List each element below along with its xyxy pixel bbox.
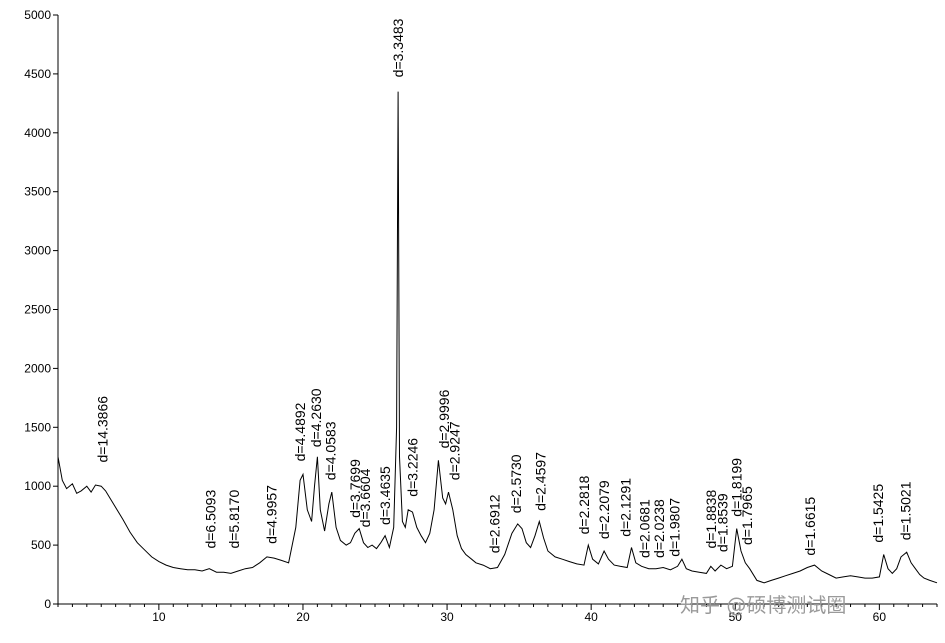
y-axis: 0 500 1000 1500 2000 2500 3000 3500 4000 4500 5000 xyxy=(24,8,58,611)
peak-label: d=4.0583 xyxy=(322,421,338,480)
y-tick-label: 2500 xyxy=(24,303,51,317)
peak-label: d=1.8539 xyxy=(714,493,730,552)
y-tick-label: 500 xyxy=(31,538,51,552)
peak-label: d=2.2079 xyxy=(596,480,612,539)
watermark: 知乎 @硕博测试圈 xyxy=(680,593,846,617)
peak-label: d=2.0681 xyxy=(636,499,652,558)
y-tick-label: 4000 xyxy=(24,126,51,140)
x-tick-label: 50 xyxy=(729,610,743,624)
peak-label: d=5.8170 xyxy=(226,490,242,549)
peak-label: d=2.4597 xyxy=(533,452,549,511)
x-tick-label: 10 xyxy=(152,610,166,624)
y-tick-label: 3000 xyxy=(24,244,51,258)
peak-label: d=3.4635 xyxy=(377,466,393,525)
y-tick-label: 1500 xyxy=(24,420,51,434)
peak-label: d=6.5093 xyxy=(203,490,219,549)
peak-label: d=1.8838 xyxy=(703,490,719,549)
peak-label: d=4.9957 xyxy=(263,485,279,544)
diffraction-pattern-line xyxy=(57,91,938,584)
peak-label: d=1.8199 xyxy=(729,458,745,517)
peak-label: d=14.3866 xyxy=(95,396,111,463)
peak-label: d=1.5425 xyxy=(870,484,886,543)
y-tick-label: 1000 xyxy=(24,479,51,493)
peak-annotations: d=14.3866 d=6.5093 d=5.8170 d=4.9957 d=4.489… xyxy=(95,18,914,558)
peak-label: d=2.9247 xyxy=(446,421,462,480)
y-tick-label: 0 xyxy=(44,597,51,611)
peak-label: d=3.2246 xyxy=(404,438,420,497)
y-tick-label: 2000 xyxy=(24,361,51,375)
peak-label: d=2.1291 xyxy=(618,478,634,537)
peak-label: d=3.7699 xyxy=(347,459,363,518)
y-tick-label: 3500 xyxy=(24,185,51,199)
peak-label: d=3.3483 xyxy=(390,18,406,77)
peak-label: d=1.7965 xyxy=(739,486,755,545)
peak-label: d=2.9996 xyxy=(436,389,452,448)
x-axis: 10 20 30 40 50 60 xyxy=(57,604,938,624)
peak-label: d=4.4892 xyxy=(292,402,308,461)
peak-label: d=1.9807 xyxy=(667,498,683,557)
peak-label: d=3.6604 xyxy=(357,468,373,527)
x-tick-label: 30 xyxy=(440,610,454,624)
peak-label: d=2.5730 xyxy=(508,454,524,513)
x-tick-label: 60 xyxy=(873,610,887,624)
peak-label: d=4.2630 xyxy=(308,388,324,447)
y-tick-label: 5000 xyxy=(24,8,51,22)
x-tick-label: 20 xyxy=(296,610,310,624)
peak-label: d=2.0238 xyxy=(651,499,667,558)
peak-label: d=1.6615 xyxy=(802,497,818,556)
peak-label: d=2.2818 xyxy=(576,475,592,534)
peak-label: d=1.5021 xyxy=(897,481,913,540)
y-tick-label: 4500 xyxy=(24,67,51,81)
x-tick-label: 40 xyxy=(584,610,598,624)
series-layer xyxy=(57,91,938,584)
peak-label: d=2.6912 xyxy=(487,494,503,553)
